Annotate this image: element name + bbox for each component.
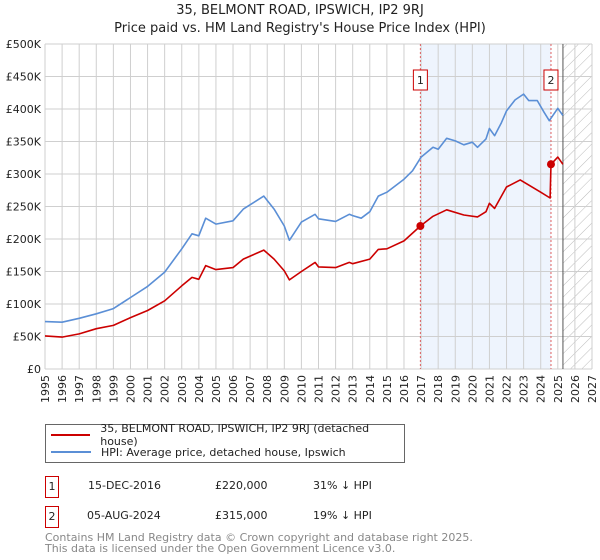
transaction-price: £220,000: [215, 479, 268, 492]
x-tick-label: 2016: [398, 375, 411, 403]
x-tick-label: 2011: [313, 375, 326, 403]
x-tick-label: 2015: [381, 375, 394, 403]
sale-marker-label: 2: [547, 74, 554, 87]
x-tick-label: 2018: [432, 375, 445, 403]
x-tick-label: 2009: [278, 375, 291, 403]
y-tick-label: £300K: [6, 168, 42, 181]
y-tick-label: £250K: [6, 201, 42, 214]
x-tick-label: 2013: [347, 375, 360, 403]
transaction-date: 05-AUG-2024: [87, 509, 161, 522]
x-tick-label: 2004: [193, 375, 206, 403]
x-tick-label: 2024: [535, 375, 548, 403]
sale-marker-box: [412, 69, 428, 91]
x-tick-label: 2022: [501, 375, 514, 403]
legend-swatch-red: [51, 434, 91, 436]
x-tick-label: 2021: [483, 375, 496, 403]
legend-item-property: 35, BELMONT ROAD, IPSWICH, IP2 9RJ (deta…: [46, 422, 404, 448]
price-paid-line: [44, 156, 564, 338]
chart-subtitle: Price paid vs. HM Land Registry's House …: [114, 21, 486, 36]
x-tick-label: 2025: [552, 375, 565, 403]
y-tick-label: £450K: [6, 71, 42, 84]
y-tick-label: £200K: [6, 233, 42, 246]
legend-swatch-blue: [51, 451, 91, 453]
x-tick-label: 2019: [449, 375, 462, 403]
legend: 35, BELMONT ROAD, IPSWICH, IP2 9RJ (deta…: [45, 422, 405, 463]
footer-licence: This data is licensed under the Open Gov…: [45, 542, 396, 555]
hpi-line: [44, 93, 564, 324]
transaction-marker: 1: [45, 476, 59, 498]
x-tick-label: 2001: [142, 375, 155, 403]
transaction-hpi-diff: 31% ↓ HPI: [313, 479, 372, 492]
transaction-hpi-diff: 19% ↓ HPI: [313, 509, 372, 522]
transaction-price: £315,000: [215, 509, 268, 522]
x-tick-label: 1996: [56, 375, 69, 403]
x-tick-label: 2003: [176, 375, 189, 403]
chart-title: 35, BELMONT ROAD, IPSWICH, IP2 9RJ: [176, 3, 424, 18]
x-tick-label: 2020: [466, 375, 479, 403]
x-tick-label: 2012: [330, 375, 343, 403]
x-tick-label: 2023: [518, 375, 531, 403]
y-tick-label: £400K: [6, 103, 42, 116]
x-tick-label: 2000: [124, 375, 137, 403]
x-tick-label: 1995: [39, 375, 52, 403]
legend-item-hpi: HPI: Average price, detached house, Ipsw…: [46, 444, 346, 460]
sale-point: [546, 160, 555, 169]
x-tick-label: 1997: [73, 375, 86, 403]
x-tick-label: 2007: [244, 375, 257, 403]
x-tick-label: 1999: [107, 375, 120, 403]
x-tick-label: 2026: [569, 375, 582, 403]
x-tick-label: 1998: [90, 375, 103, 403]
x-tick-label: 2014: [364, 375, 377, 403]
price-chart: 1995 1996 1997 1998 1999 2000 2001 2002 2003 2004…: [6, 38, 599, 403]
x-tick-label: 2008: [261, 375, 274, 403]
legend-label-property: 35, BELMONT ROAD, IPSWICH, IP2 9RJ (deta…: [100, 422, 370, 448]
x-tick-label: 2006: [227, 375, 240, 403]
x-tick-label: 2027: [586, 375, 599, 403]
x-tick-label: 2010: [295, 375, 308, 403]
legend-label-hpi: HPI: Average price, detached house, Ipsw…: [101, 445, 346, 459]
y-tick-label: £0: [27, 363, 41, 376]
x-tick-label: 2017: [415, 375, 428, 403]
y-tick-label: £150K: [6, 266, 42, 279]
y-tick-label: £500K: [6, 38, 42, 51]
sale-marker-box: [543, 69, 559, 91]
sale-point: [416, 222, 425, 230]
sale-marker-label: 1: [417, 74, 424, 87]
y-tick-label: £350K: [6, 136, 42, 149]
x-tick-label: 2005: [210, 375, 223, 403]
x-tick-label: 2002: [159, 375, 172, 403]
y-tick-label: £50K: [13, 331, 42, 344]
y-tick-label: £100K: [6, 298, 42, 311]
transaction-date: 15-DEC-2016: [88, 479, 162, 492]
transaction-marker: 2: [45, 506, 59, 528]
footer-copyright: Contains HM Land Registry data © Crown c…: [45, 531, 473, 544]
